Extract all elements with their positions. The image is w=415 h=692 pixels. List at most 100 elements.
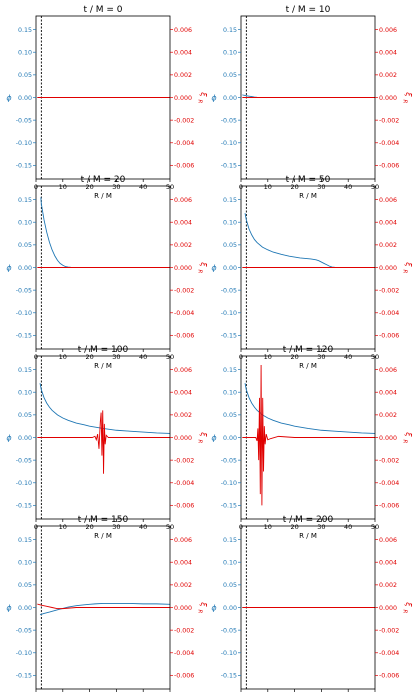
y2-tick-label: 0.004	[174, 390, 192, 397]
x-tick-label: 40	[139, 183, 147, 191]
y2-tick-label: -0.002	[174, 287, 194, 294]
y2-tick-label: -0.002	[379, 457, 399, 464]
y2-tick-label: -0.004	[379, 140, 399, 147]
y2-tick-label: 0.004	[379, 560, 397, 567]
y-tick-label: 0.15	[18, 27, 32, 34]
y-axis-label: ϕ	[211, 94, 217, 103]
y2-tick-label: 0.002	[174, 412, 192, 419]
x-tick-label: 20	[85, 353, 93, 361]
x-tick-label: 10	[59, 523, 67, 531]
y-tick-label: 0.05	[223, 242, 237, 249]
y2-tick-label: -0.006	[174, 333, 194, 340]
y2-label-symbol: ξ	[199, 261, 208, 267]
y-tick-label: -0.05	[16, 117, 32, 124]
y2-axis-label: ξR	[402, 431, 414, 443]
y2-tick-label: 0.000	[379, 435, 397, 442]
y-tick-label: -0.10	[221, 650, 237, 657]
y-axis-label: ϕ	[6, 434, 12, 443]
y2-label-symbol: ξ	[404, 601, 413, 607]
y-tick-label: 0.05	[18, 242, 32, 249]
y2-axis-label: ξR	[402, 91, 414, 103]
x-tick-label: 10	[59, 183, 67, 191]
y-tick-label: -0.15	[16, 163, 32, 170]
y2-tick-label: 0.000	[379, 265, 397, 272]
y2-tick-label: 0.000	[379, 95, 397, 102]
y2-axis-label: ξR	[197, 261, 209, 273]
x-axis-label: R / M	[94, 532, 112, 540]
y-tick-label: 0.10	[18, 220, 32, 227]
y2-label-symbol: ξ	[199, 431, 208, 437]
phi-series-line	[39, 383, 170, 434]
y2-tick-label: -0.002	[379, 287, 399, 294]
x-tick-label: 20	[290, 183, 298, 191]
y-tick-label: -0.15	[16, 673, 32, 680]
subplot-title: t / M = 100	[78, 345, 129, 355]
y-tick-label: 0.10	[223, 560, 237, 567]
y-tick-label: -0.15	[221, 333, 237, 340]
y2-label-subscript: R	[402, 440, 408, 444]
y-tick-label: 0.10	[223, 50, 237, 57]
y-tick-label: 0.10	[223, 390, 237, 397]
xi-r-series-line	[37, 410, 170, 474]
subplot-title: t / M = 10	[286, 5, 331, 15]
y-tick-label: 0.00	[223, 605, 237, 612]
x-tick-label: 20	[85, 523, 93, 531]
y-tick-label: -0.05	[221, 117, 237, 124]
y2-tick-label: -0.006	[379, 163, 399, 170]
subplot-6: t / M = 15001020304050R / M-0.15-0.10-0.…	[6, 515, 208, 692]
y2-tick-label: -0.002	[174, 457, 194, 464]
y-tick-label: 0.15	[223, 537, 237, 544]
y-tick-label: 0.00	[223, 95, 237, 102]
y2-tick-label: 0.006	[174, 197, 192, 204]
y2-tick-label: 0.006	[379, 27, 397, 34]
y2-tick-label: -0.006	[174, 503, 194, 510]
y2-tick-label: 0.002	[174, 72, 192, 79]
y-tick-label: 0.00	[18, 95, 32, 102]
subplot-2: t / M = 200 10 20 30 40 50R / M-0.15-0.10-0.0…	[6, 175, 208, 370]
x-tick-label: 30	[317, 523, 325, 531]
y-axis-label: ϕ	[211, 434, 217, 443]
y-tick-label: 0.15	[223, 367, 237, 374]
y2-axis-label: ξR	[197, 431, 209, 443]
y2-tick-label: -0.004	[174, 650, 194, 657]
y2-label-symbol: ξ	[199, 91, 208, 97]
y-tick-label: 0.05	[223, 582, 237, 589]
y-tick-label: -0.15	[221, 503, 237, 510]
x-tick-label: 40	[344, 353, 352, 361]
subplot-title: t / M = 120	[283, 345, 334, 355]
y2-tick-label: -0.004	[174, 310, 194, 317]
y2-label-symbol: ξ	[199, 601, 208, 607]
y-axis-label: ϕ	[211, 604, 217, 613]
subplot-1: t / M = 100 10 20 30 40 50R / M-0.15-0.10-0.0…	[211, 5, 413, 200]
y2-tick-label: 0.006	[174, 537, 192, 544]
y2-tick-label: 0.000	[174, 435, 192, 442]
x-axis-label: R / M	[299, 532, 317, 540]
y2-tick-label: 0.004	[174, 560, 192, 567]
x-tick-label: 20	[290, 353, 298, 361]
x-tick-label: 30	[112, 353, 120, 361]
y-tick-label: -0.05	[16, 457, 32, 464]
y2-tick-label: -0.006	[174, 163, 194, 170]
subplot-title: t / M = 50	[286, 175, 331, 185]
y-tick-label: -0.10	[16, 650, 32, 657]
y-tick-label: 0.00	[223, 435, 237, 442]
y-tick-label: -0.15	[221, 163, 237, 170]
x-tick-label: 30	[112, 523, 120, 531]
y2-tick-label: 0.004	[174, 220, 192, 227]
y2-label-subscript: R	[197, 270, 203, 274]
y-tick-label: 0.10	[18, 50, 32, 57]
y2-axis-label: ξR	[402, 601, 414, 613]
y2-tick-label: 0.006	[379, 537, 397, 544]
y2-tick-label: 0.004	[379, 390, 397, 397]
subplot-7: t / M = 20001020304050R / M-0.15-0.10-0.…	[211, 515, 413, 692]
x-tick-label: 30	[112, 183, 120, 191]
y2-tick-label: 0.002	[379, 582, 397, 589]
subplot-title: t / M = 150	[78, 515, 129, 525]
y-tick-label: 0.00	[18, 435, 32, 442]
y-tick-label: 0.10	[18, 560, 32, 567]
xi-r-series-line	[242, 365, 375, 506]
y-tick-label: 0.15	[18, 367, 32, 374]
y-axis-label: ϕ	[211, 264, 217, 273]
